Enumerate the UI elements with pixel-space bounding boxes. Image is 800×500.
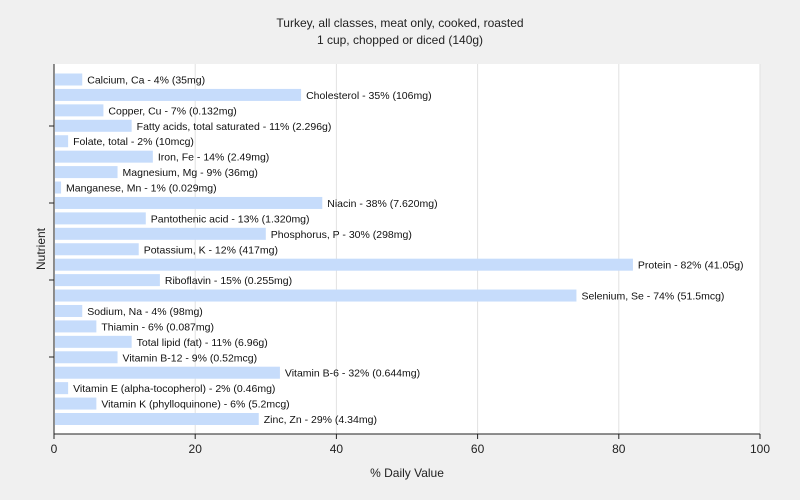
bar — [55, 351, 118, 364]
bar — [55, 212, 146, 225]
bar-label: Niacin - 38% (7.620mg) — [327, 198, 437, 210]
x-axis-ticks: 0 20 40 60 80 100 — [51, 434, 770, 456]
bar-label: Riboflavin - 15% (0.255mg) — [165, 275, 292, 287]
bar — [55, 135, 69, 148]
chart-subtitle: 1 cup, chopped or diced (140g) — [317, 33, 483, 47]
bar — [55, 166, 118, 179]
bar — [55, 382, 69, 395]
x-tick-label: 60 — [471, 442, 485, 456]
bar-label: Vitamin K (phylloquinone) - 6% (5.2mcg) — [101, 399, 289, 411]
bar — [55, 119, 132, 132]
x-tick-label: 100 — [750, 442, 770, 456]
bar-label: Calcium, Ca - 4% (35mg) — [87, 75, 205, 87]
bar — [55, 88, 302, 101]
x-tick-label: 40 — [330, 442, 344, 456]
bar — [55, 150, 153, 163]
bar — [55, 366, 280, 379]
bar-label: Folate, total - 2% (10mcg) — [73, 136, 194, 148]
bar — [55, 196, 323, 209]
bars-group — [55, 73, 633, 425]
y-axis-ticks — [49, 125, 54, 358]
bar — [55, 397, 97, 410]
bar — [55, 104, 104, 117]
bar-label: Protein - 82% (41.05g) — [638, 260, 744, 272]
bar-label: Fatty acids, total saturated - 11% (2.29… — [137, 121, 332, 133]
bar-label: Potassium, K - 12% (417mg) — [144, 244, 278, 256]
bar-label: Phosphorus, P - 30% (298mg) — [271, 229, 412, 241]
bar — [55, 413, 259, 425]
bar-label: Iron, Fe - 14% (2.49mg) — [158, 152, 269, 164]
x-tick-label: 0 — [51, 442, 58, 456]
bar — [55, 73, 83, 86]
bar-label: Selenium, Se - 74% (51.5mcg) — [581, 291, 724, 303]
bar-labels-group: Calcium, Ca - 4% (35mg) Cholesterol - 35%… — [66, 75, 744, 427]
bar-label: Vitamin E (alpha-tocopherol) - 2% (0.46m… — [73, 383, 275, 395]
bar-label: Thiamin - 6% (0.087mg) — [101, 321, 214, 333]
x-tick-label: 20 — [189, 442, 203, 456]
bar-label: Total lipid (fat) - 11% (6.96g) — [137, 337, 268, 349]
bar-label: Vitamin B-12 - 9% (0.52mcg) — [123, 352, 258, 364]
bar — [55, 304, 83, 317]
bar — [55, 181, 62, 194]
bar-label: Sodium, Na - 4% (98mg) — [87, 306, 203, 318]
bar-label: Zinc, Zn - 29% (4.34mg) — [264, 414, 377, 426]
bar — [55, 274, 160, 287]
bar-label: Manganese, Mn - 1% (0.029mg) — [66, 183, 217, 195]
bar-label: Pantothenic acid - 13% (1.320mg) — [151, 213, 310, 225]
bar — [55, 289, 577, 302]
bar — [55, 243, 139, 256]
bar-label: Cholesterol - 35% (106mg) — [306, 90, 431, 102]
bar-label: Magnesium, Mg - 9% (36mg) — [123, 167, 258, 179]
bar — [55, 227, 266, 240]
x-tick-label: 80 — [612, 442, 626, 456]
bar — [55, 320, 97, 333]
bar — [55, 335, 132, 348]
chart-title: Turkey, all classes, meat only, cooked, … — [276, 16, 523, 30]
bar-label: Copper, Cu - 7% (0.132mg) — [108, 105, 236, 117]
y-axis-label: Nutrient — [34, 227, 48, 270]
x-axis-label: % Daily Value — [370, 466, 444, 480]
bar-label: Vitamin B-6 - 32% (0.644mg) — [285, 368, 420, 380]
bar — [55, 258, 633, 271]
